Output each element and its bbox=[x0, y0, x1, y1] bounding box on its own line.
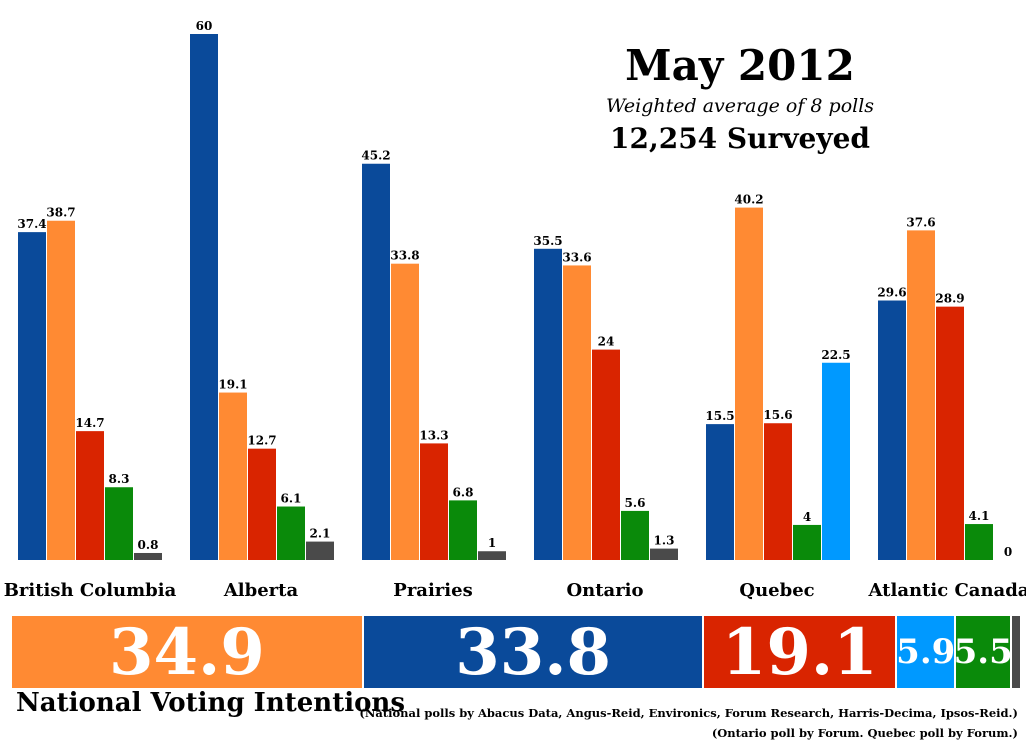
source-note-national: (National polls by Abacus Data, Angus-Re… bbox=[359, 706, 1018, 720]
source-note-regional: (Ontario poll by Forum. Quebec poll by F… bbox=[711, 726, 1018, 740]
category-label-ontario: Ontario bbox=[566, 580, 643, 601]
bar-prairies-green bbox=[449, 500, 477, 560]
data-label-quebec-red: 15.6 bbox=[763, 408, 792, 422]
bar-alberta-green bbox=[277, 506, 305, 560]
category-label-quebec: Quebec bbox=[739, 580, 814, 601]
bar-ontario-orange bbox=[563, 265, 591, 560]
bar-british-columbia-orange bbox=[47, 220, 75, 561]
data-label-british-columbia-orange: 38.7 bbox=[46, 206, 75, 220]
data-label-british-columbia-grey: 0.8 bbox=[138, 538, 159, 552]
bar-alberta-grey bbox=[306, 541, 334, 560]
data-label-british-columbia-green: 8.3 bbox=[109, 472, 130, 486]
data-label-ontario-blue: 35.5 bbox=[533, 234, 562, 248]
surveyed-count: 12,254 Surveyed bbox=[610, 122, 870, 155]
bar-ontario-grey bbox=[650, 548, 678, 560]
bar-british-columbia-green bbox=[105, 487, 133, 560]
data-label-alberta-orange: 19.1 bbox=[218, 378, 247, 392]
data-label-ontario-orange: 33.6 bbox=[562, 250, 591, 264]
data-label-ontario-green: 5.6 bbox=[625, 496, 646, 510]
data-label-prairies-blue: 45.2 bbox=[361, 149, 390, 163]
data-label-quebec-orange: 40.2 bbox=[734, 193, 763, 207]
data-label-atlantic-canada-orange: 37.6 bbox=[906, 215, 935, 229]
bar-atlantic-canada-orange bbox=[907, 230, 935, 560]
national-segment-red: 19.1 bbox=[704, 616, 897, 688]
bar-quebec-orange bbox=[735, 207, 763, 560]
bar-prairies-red bbox=[420, 443, 448, 560]
data-label-atlantic-canada-red: 28.9 bbox=[935, 292, 964, 306]
national-segment-green: 5.5 bbox=[956, 616, 1012, 688]
bar-atlantic-canada-green bbox=[965, 524, 993, 560]
bar-quebec-red bbox=[764, 423, 792, 560]
data-label-atlantic-canada-grey: 0 bbox=[1004, 545, 1012, 559]
data-label-quebec-green: 4 bbox=[803, 510, 811, 524]
category-label-atlantic-canada: Atlantic Canada bbox=[868, 580, 1026, 601]
bar-ontario-blue bbox=[534, 248, 562, 561]
national-segment-orange: 34.9 bbox=[12, 616, 364, 688]
bar-quebec-blue bbox=[706, 424, 734, 560]
bar-british-columbia-red bbox=[76, 431, 104, 560]
bar-atlantic-canada-blue bbox=[878, 300, 906, 560]
national-voting-label: National Voting Intentions bbox=[16, 688, 405, 718]
data-label-british-columbia-red: 14.7 bbox=[75, 416, 104, 430]
category-label-alberta: Alberta bbox=[223, 580, 299, 601]
national-segment-lightblue: 5.9 bbox=[897, 616, 957, 688]
national-segment-grey bbox=[1011, 616, 1020, 688]
data-label-quebec-blue: 15.5 bbox=[705, 409, 734, 423]
bar-prairies-blue bbox=[362, 163, 390, 560]
data-label-alberta-red: 12.7 bbox=[247, 434, 276, 448]
data-label-atlantic-canada-green: 4.1 bbox=[969, 509, 990, 523]
data-label-alberta-blue: 60 bbox=[196, 19, 213, 33]
data-label-atlantic-canada-blue: 29.6 bbox=[877, 286, 906, 300]
bar-atlantic-canada-red bbox=[936, 306, 964, 560]
data-label-prairies-green: 6.8 bbox=[453, 485, 474, 499]
bar-alberta-red bbox=[248, 448, 276, 560]
data-label-alberta-green: 6.1 bbox=[281, 492, 302, 506]
chart-subtitle: Weighted average of 8 polls bbox=[605, 95, 875, 117]
data-label-prairies-red: 13.3 bbox=[419, 428, 448, 442]
data-label-ontario-red: 24 bbox=[598, 335, 615, 349]
chart-title: May 2012 bbox=[625, 41, 855, 90]
title-block: May 2012 Weighted average of 8 polls 12,… bbox=[560, 40, 920, 158]
bar-british-columbia-blue bbox=[18, 232, 46, 561]
national-segment-blue: 33.8 bbox=[363, 616, 705, 688]
data-label-alberta-grey: 2.1 bbox=[310, 527, 331, 541]
category-label-british-columbia: British Columbia bbox=[4, 580, 177, 601]
data-label-prairies-grey: 1 bbox=[488, 536, 496, 550]
bar-ontario-green bbox=[621, 510, 649, 560]
bar-alberta-orange bbox=[219, 392, 247, 560]
bar-ontario-red bbox=[592, 349, 620, 560]
bar-british-columbia-grey bbox=[134, 552, 162, 560]
bar-quebec-green bbox=[793, 524, 821, 560]
category-label-prairies: Prairies bbox=[393, 580, 472, 601]
bar-chart: 37.438.7 14.7 8.3 0.8 British Columbia 60 19.1… bbox=[4, 19, 1026, 601]
data-label-prairies-orange: 33.8 bbox=[390, 249, 419, 263]
national-voting-strip: 34.9 33.8 19.1 5.9 5.5 bbox=[12, 616, 1020, 688]
data-label-british-columbia-blue: 37.4 bbox=[17, 217, 46, 231]
bar-prairies-grey bbox=[478, 551, 506, 560]
data-label-ontario-grey: 1.3 bbox=[654, 534, 675, 548]
bar-alberta-blue bbox=[190, 34, 218, 560]
bar-prairies-orange bbox=[391, 263, 419, 560]
bar-quebec-lightblue bbox=[822, 362, 850, 560]
data-label-quebec-lightblue: 22.5 bbox=[821, 348, 850, 362]
